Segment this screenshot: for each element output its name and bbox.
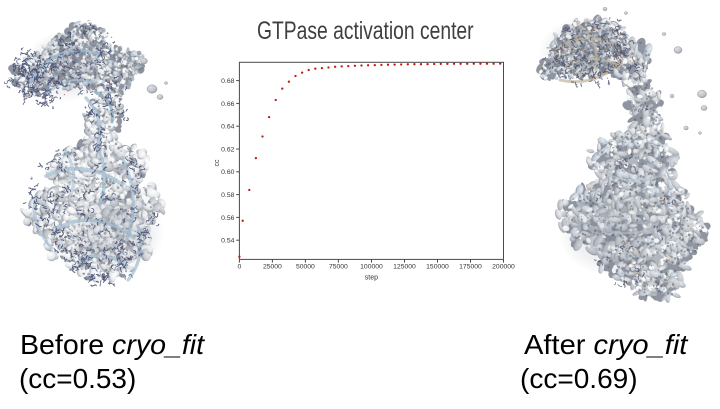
svg-text:0.66: 0.66: [221, 101, 234, 108]
svg-text:cc: cc: [214, 159, 221, 167]
svg-text:200000: 200000: [492, 264, 515, 271]
svg-text:50000: 50000: [296, 264, 315, 271]
svg-text:0.62: 0.62: [221, 146, 234, 153]
svg-text:step: step: [365, 275, 378, 282]
svg-text:0.54: 0.54: [221, 238, 234, 245]
svg-text:0.58: 0.58: [221, 192, 234, 199]
svg-text:0.60: 0.60: [221, 169, 234, 176]
svg-text:125000: 125000: [393, 264, 416, 271]
svg-text:0.64: 0.64: [221, 124, 234, 131]
svg-text:150000: 150000: [426, 264, 449, 271]
svg-text:0.56: 0.56: [221, 215, 234, 222]
svg-text:100000: 100000: [360, 264, 383, 271]
svg-text:175000: 175000: [459, 264, 482, 271]
svg-text:0.68: 0.68: [221, 78, 234, 85]
svg-text:75000: 75000: [329, 264, 348, 271]
svg-text:25000: 25000: [263, 264, 282, 271]
svg-text:0: 0: [238, 264, 242, 271]
